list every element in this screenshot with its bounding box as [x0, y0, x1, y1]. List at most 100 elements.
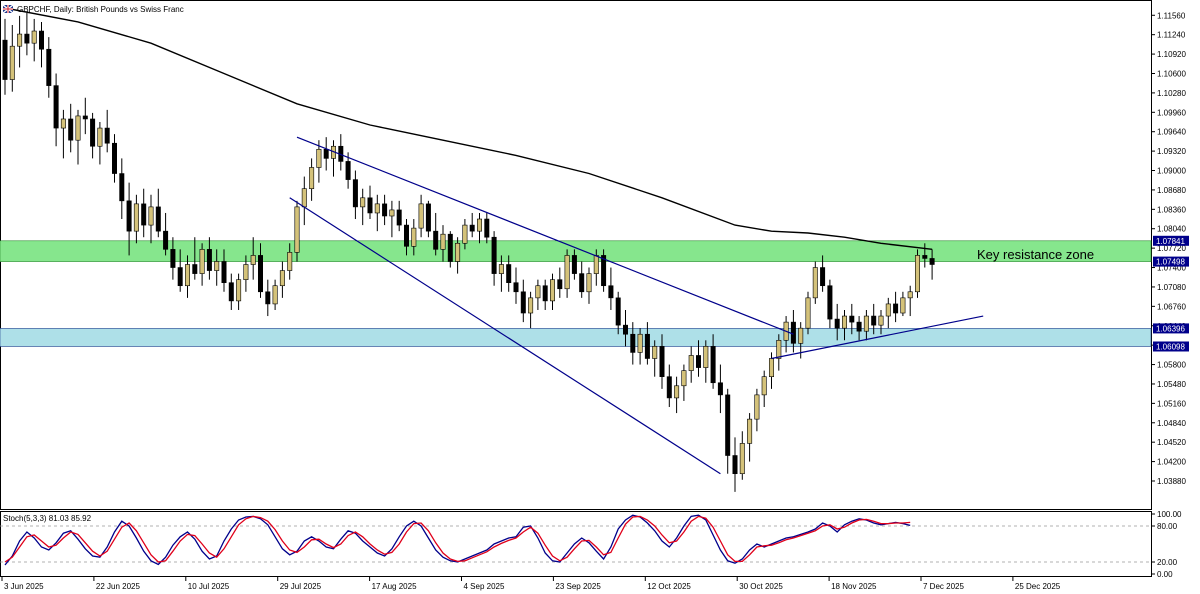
candles-layer — [2, 12, 935, 492]
time-tick-label: 30 Oct 2025 — [739, 582, 783, 591]
price-tag-bg — [1153, 235, 1189, 246]
candle-body — [513, 282, 519, 293]
price-tick: 1.07080 — [1151, 283, 1186, 292]
candle — [316, 140, 322, 183]
stoch-panel-frame — [0, 511, 1152, 577]
candle-body — [418, 203, 424, 229]
price-tick: 1.05160 — [1151, 399, 1186, 408]
candle — [126, 182, 132, 256]
price-tick: 1.10600 — [1151, 69, 1186, 78]
time-tick-label: 7 Dec 2025 — [923, 582, 964, 591]
candle — [615, 291, 621, 335]
price-tag-label: 1.06098 — [1156, 342, 1185, 351]
candle-body — [593, 255, 599, 274]
candle-body — [798, 327, 804, 344]
candle-body — [447, 233, 453, 262]
candle-body — [929, 258, 935, 265]
time-tick: 3 Jun 2025 — [1, 577, 44, 591]
candle — [652, 340, 658, 377]
price-tick-label: 1.03880 — [1157, 477, 1186, 486]
candle — [717, 364, 723, 414]
candle-body — [309, 167, 315, 190]
candle — [608, 267, 614, 310]
candle — [622, 309, 628, 347]
candle — [644, 322, 650, 365]
candle — [455, 237, 461, 274]
time-tick: 4 Sep 2025 — [461, 577, 505, 591]
price-tick-label: 1.09000 — [1157, 167, 1186, 176]
candle-body — [199, 249, 205, 274]
price-tick-label: 1.07400 — [1157, 264, 1186, 273]
time-tick-label: 25 Dec 2025 — [1015, 582, 1061, 591]
candle-body — [878, 315, 884, 326]
candle — [265, 279, 271, 317]
candle-body — [506, 264, 512, 283]
candle — [418, 194, 424, 238]
support-zone — [0, 328, 1152, 347]
price-tick: 1.09640 — [1151, 128, 1186, 137]
candle — [177, 249, 183, 292]
candle-body — [301, 188, 307, 208]
time-tick: 7 Dec 2025 — [920, 577, 964, 591]
candle-body — [659, 346, 665, 377]
price-tick-label: 1.05160 — [1157, 399, 1186, 408]
candle — [549, 273, 555, 310]
price-tag: 1.07841 — [1153, 235, 1189, 246]
price-tag-label: 1.07498 — [1156, 258, 1185, 267]
candle-body — [170, 249, 176, 268]
candle — [863, 309, 869, 341]
candle — [411, 219, 417, 256]
price-tick-label: 1.06760 — [1157, 302, 1186, 311]
candle — [97, 122, 103, 165]
time-tick: 22 Jun 2025 — [93, 577, 140, 591]
time-tick-label: 10 Jul 2025 — [188, 582, 230, 591]
candle — [484, 212, 490, 244]
candle-body — [761, 376, 767, 396]
overlay-lines — [4, 7, 984, 475]
candle — [557, 267, 563, 298]
candle — [747, 413, 753, 462]
uk-flag-icon — [2, 4, 14, 14]
candle-body — [768, 358, 774, 377]
candle-body — [60, 118, 66, 129]
price-tick: 1.08040 — [1151, 225, 1186, 234]
candle-body — [287, 252, 293, 271]
candle — [221, 249, 227, 292]
candle-body — [367, 197, 373, 214]
candle — [112, 134, 118, 183]
price-tick-label: 1.11240 — [1157, 31, 1186, 40]
candle — [710, 334, 716, 389]
candle-body — [863, 315, 869, 332]
candle — [893, 291, 899, 323]
candle-body — [243, 264, 249, 280]
price-tick: 1.04200 — [1151, 458, 1186, 467]
candle-body — [257, 255, 263, 293]
candle-body — [535, 285, 541, 299]
candle-body — [549, 279, 555, 302]
time-tick: 25 Dec 2025 — [1012, 577, 1061, 591]
candle-body — [571, 255, 577, 274]
candle-body — [148, 206, 154, 226]
candle-body — [725, 394, 731, 456]
time-tick: 10 Jul 2025 — [185, 577, 230, 591]
time-tick: 29 Jul 2025 — [277, 577, 322, 591]
candle-body — [637, 333, 643, 353]
channel-upper-line — [296, 136, 794, 335]
candle — [75, 109, 81, 165]
price-tick: 1.06760 — [1151, 302, 1186, 311]
candle — [520, 279, 526, 323]
price-tag-label: 1.07841 — [1156, 237, 1185, 246]
price-tick: 1.07400 — [1151, 264, 1186, 273]
price-tick: 1.11560 — [1151, 11, 1186, 20]
candle — [666, 364, 672, 408]
candle-body — [455, 242, 461, 262]
candle — [133, 194, 139, 244]
candle — [725, 388, 731, 474]
candle — [834, 303, 840, 341]
candle — [440, 225, 446, 262]
stoch-tick: 20.00 — [1151, 558, 1178, 567]
time-tick-label: 4 Sep 2025 — [464, 582, 505, 591]
candle-body — [374, 203, 380, 214]
candle-body — [491, 236, 497, 274]
candle — [739, 431, 745, 480]
